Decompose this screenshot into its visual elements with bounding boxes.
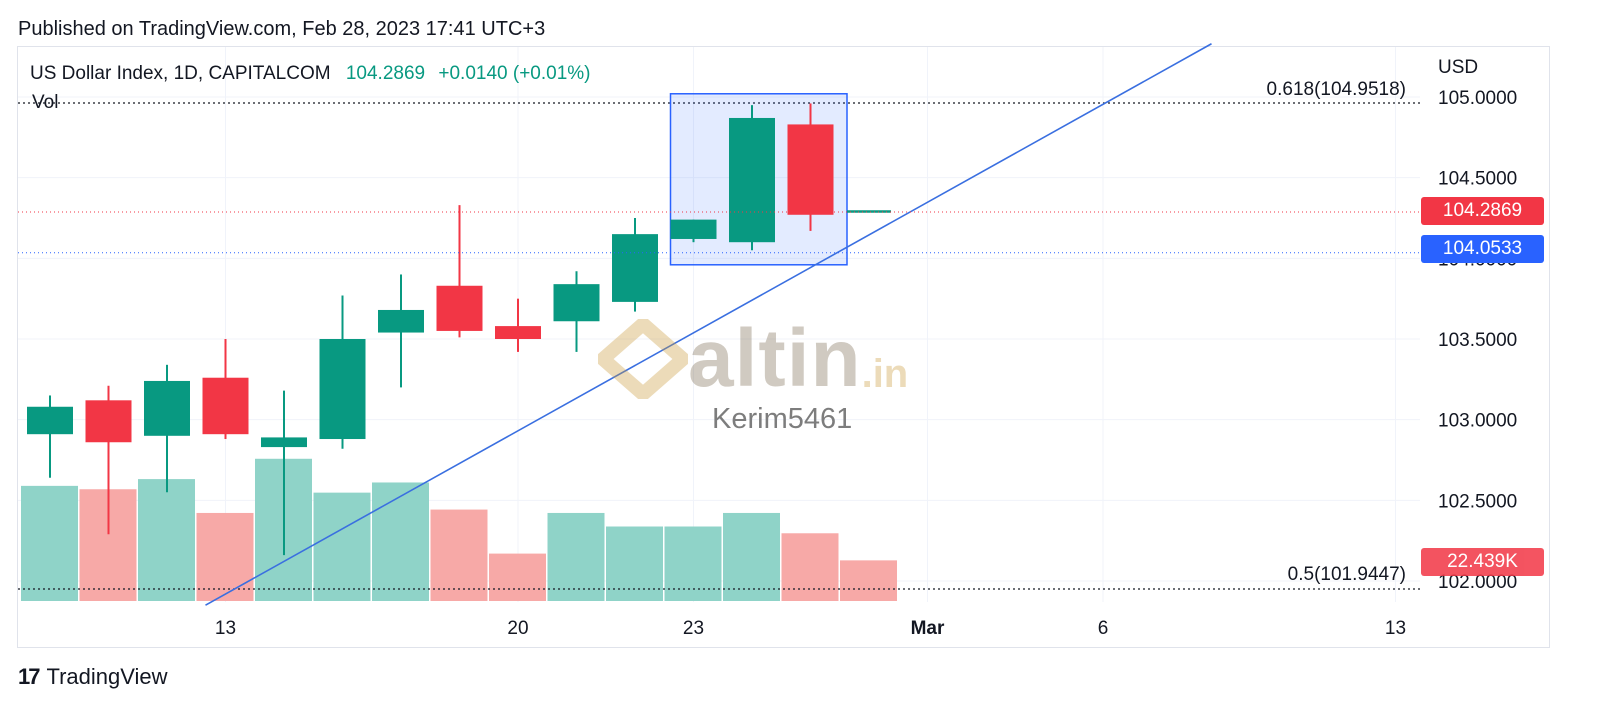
candle-body bbox=[612, 234, 658, 302]
footer-brand-label: TradingView bbox=[46, 664, 168, 689]
price-lines bbox=[18, 211, 1420, 254]
currency-label: USD bbox=[1438, 57, 1479, 78]
candle-body bbox=[495, 326, 541, 339]
symbol-title: US Dollar Index, 1D, CAPITALCOM bbox=[30, 63, 331, 84]
candle-body bbox=[670, 219, 717, 239]
x-tick-label: Mar bbox=[911, 618, 945, 639]
y-tick-label: 103.5000 bbox=[1438, 330, 1517, 351]
volume-legend: Vol bbox=[32, 92, 59, 113]
last-price-tag: 104.2869 bbox=[1421, 197, 1544, 225]
candle-body bbox=[319, 339, 366, 440]
volume-tag: 22.439K bbox=[1421, 548, 1544, 576]
watermark-brand: altin bbox=[688, 313, 862, 404]
x-tick-label: 6 bbox=[1098, 618, 1109, 639]
volume-bar bbox=[430, 509, 488, 601]
candle-body bbox=[261, 437, 307, 448]
fib-lower-label: 0.5(101.9447) bbox=[1288, 564, 1406, 585]
y-axis-labels: 102.0000102.5000103.0000103.5000104.0000… bbox=[1438, 88, 1517, 593]
y-tick-label: 103.0000 bbox=[1438, 411, 1517, 432]
volume-bar bbox=[606, 526, 663, 601]
volume-bars bbox=[21, 458, 897, 601]
x-tick-label: 20 bbox=[507, 618, 528, 639]
tradingview-logo-icon: 17 bbox=[18, 664, 41, 689]
volume-bar bbox=[138, 479, 195, 601]
x-tick-label: 13 bbox=[215, 618, 236, 639]
y-tick-label: 102.5000 bbox=[1438, 491, 1517, 512]
x-tick-label: 23 bbox=[683, 618, 704, 639]
watermark-user: Kerim5461 bbox=[712, 403, 853, 435]
fib-upper-label: 0.618(104.9518) bbox=[1267, 79, 1406, 100]
published-header: Published on TradingView.com, Feb 28, 20… bbox=[18, 18, 546, 40]
volume-bar bbox=[781, 533, 839, 601]
candle-body bbox=[144, 380, 190, 436]
candle-body bbox=[787, 124, 834, 215]
footer-brand[interactable]: 17 TradingView bbox=[18, 664, 168, 690]
candle-body bbox=[378, 309, 424, 333]
candle-body bbox=[553, 284, 600, 322]
fib-levels bbox=[18, 102, 1420, 590]
volume-bar bbox=[313, 492, 371, 601]
x-tick-label: 13 bbox=[1385, 618, 1406, 639]
y-tick-label: 105.0000 bbox=[1438, 88, 1517, 109]
grid-lines bbox=[18, 47, 1420, 602]
candle-body bbox=[27, 406, 73, 435]
x-axis-labels: 13 20 23 Mar 6 13 bbox=[215, 618, 1406, 639]
volume-bar bbox=[489, 553, 546, 601]
candles bbox=[27, 103, 891, 556]
chart-legend: US Dollar Index, 1D, CAPITALCOM 104.2869… bbox=[30, 63, 591, 85]
watermark-mark-icon bbox=[598, 319, 688, 399]
y-tick-label: 104.5000 bbox=[1438, 169, 1517, 190]
chart-frame[interactable] bbox=[17, 46, 1550, 648]
trendline bbox=[205, 43, 1212, 606]
volume-bar bbox=[196, 512, 254, 601]
volume-bar bbox=[723, 512, 780, 601]
candle-body bbox=[85, 400, 132, 443]
change-value: +0.0140 (+0.01%) bbox=[438, 63, 591, 84]
volume-bar bbox=[840, 560, 897, 601]
volume-bar bbox=[664, 526, 722, 601]
volume-bar bbox=[21, 485, 78, 601]
candle-body bbox=[202, 377, 249, 435]
volume-bar bbox=[372, 482, 429, 601]
trendline-line bbox=[205, 43, 1212, 606]
blue-line-tag: 104.0533 bbox=[1421, 235, 1544, 263]
last-value: 104.2869 bbox=[345, 63, 426, 84]
candle-body bbox=[729, 117, 775, 243]
candle-body bbox=[436, 285, 483, 331]
volume-bar bbox=[547, 512, 605, 601]
y-tick-label: 102.0000 bbox=[1438, 572, 1517, 593]
watermark-logo: altin .in bbox=[598, 312, 908, 406]
watermark-suffix: .in bbox=[861, 351, 909, 396]
fib-labels: 0.618(104.9518) 0.5(101.9447) bbox=[1267, 79, 1406, 585]
